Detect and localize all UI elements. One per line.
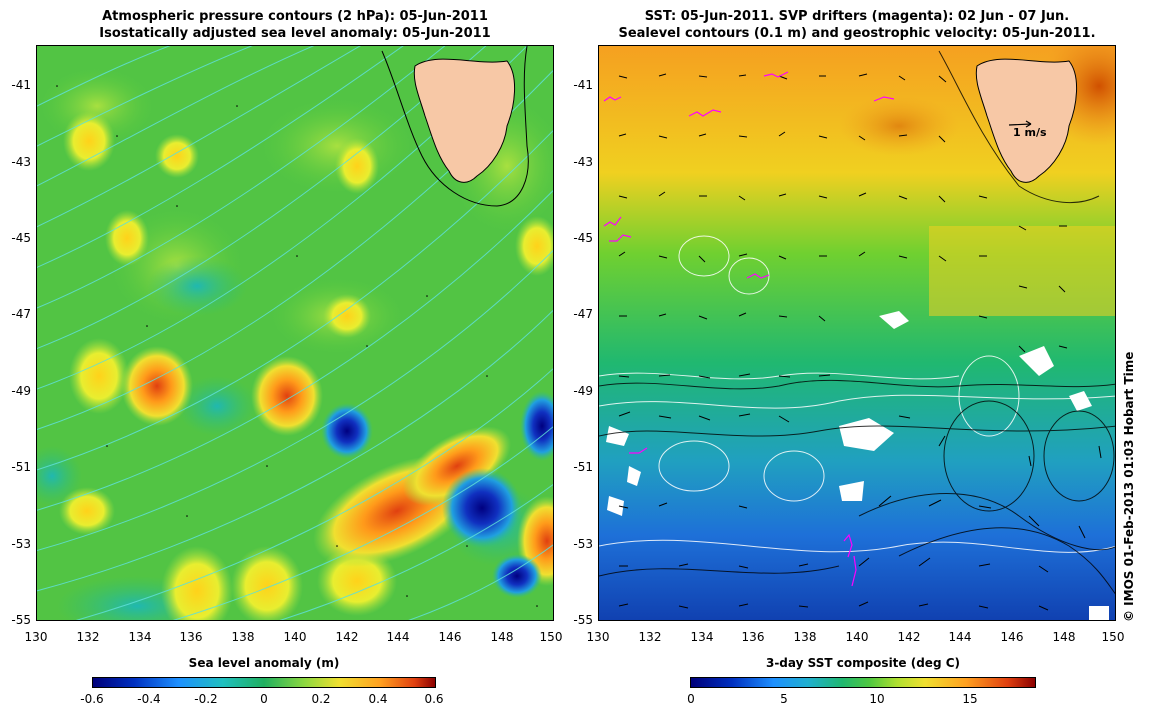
- left-x-tick: 140: [283, 630, 307, 644]
- right-x-tick: 130: [586, 630, 610, 644]
- left-x-tick: 130: [24, 630, 48, 644]
- left-y-tick: -45: [11, 231, 31, 245]
- right-title-line1: SST: 05-Jun-2011. SVP drifters (magenta)…: [644, 9, 1070, 24]
- left-x-tick: 134: [128, 630, 152, 644]
- left-y-tick: -41: [11, 78, 31, 92]
- left-y-tick: -49: [11, 384, 31, 398]
- right-y-tick: -53: [573, 537, 593, 551]
- right-x-tick: 148: [1052, 630, 1076, 644]
- right-x-tick: 132: [638, 630, 662, 644]
- left-colorbar-tick: -0.2: [194, 692, 218, 706]
- velocity-reference-label: 1 m/s: [1013, 126, 1047, 139]
- right-colorbar-tick: 0: [687, 692, 695, 706]
- right-title: SST: 05-Jun-2011. SVP drifters (magenta)…: [598, 8, 1116, 42]
- right-colorbar-tick: 10: [869, 692, 885, 706]
- left-colorbar-tick: 0: [260, 692, 268, 706]
- right-y-tick: -47: [573, 307, 593, 321]
- left-x-tick: 136: [179, 630, 203, 644]
- right-x-tick: 144: [948, 630, 972, 644]
- right-x-tick: 134: [690, 630, 714, 644]
- sst-field: [599, 46, 1115, 620]
- svp-drifter-tracks[interactable]: [603, 71, 895, 587]
- left-colorbar-tick: 0.6: [424, 692, 444, 706]
- left-title-line2: Isostatically adjusted sea level anomaly…: [99, 26, 491, 41]
- right-x-tick: 150: [1101, 630, 1125, 644]
- right-colorbar-title: 3-day SST composite (deg C): [765, 656, 961, 670]
- left-title-line1: Atmospheric pressure contours (2 hPa): 0…: [102, 9, 488, 24]
- left-colorbar-tick: -0.6: [80, 692, 104, 706]
- left-x-tick: 142: [335, 630, 359, 644]
- right-x-tick: 136: [741, 630, 765, 644]
- left-x-tick: 148: [490, 630, 514, 644]
- right-colorbar-tick: 15: [962, 692, 978, 706]
- right-y-tick: -49: [573, 384, 593, 398]
- left-colorbar-title: Sea level anomaly (m): [188, 656, 340, 670]
- left-y-tick: -43: [11, 155, 31, 169]
- left-y-tick: -55: [11, 613, 31, 627]
- left-colorbar-tick: 0.2: [311, 692, 331, 706]
- right-y-tick: -55: [573, 613, 593, 627]
- left-title: Atmospheric pressure contours (2 hPa): 0…: [36, 8, 554, 42]
- copyright-notice: © IMOS 01-Feb-2013 01:03 Hobart Time: [1122, 351, 1136, 622]
- sea-level-anomaly-map[interactable]: [36, 45, 554, 621]
- right-y-tick: -43: [573, 155, 593, 169]
- left-x-tick: 132: [76, 630, 100, 644]
- velocity-reference-arrow: [1008, 123, 1032, 126]
- data-dots: [56, 85, 538, 607]
- left-x-tick: 146: [438, 630, 462, 644]
- left-y-tick: -51: [11, 460, 31, 474]
- left-colorbar-tick: -0.4: [137, 692, 161, 706]
- sst-map[interactable]: 1 m/s: [598, 45, 1116, 621]
- geostrophic-velocity-arrows: [618, 73, 1102, 611]
- right-colorbar-tick: 5: [780, 692, 788, 706]
- right-y-tick: -41: [573, 78, 593, 92]
- sst-colorbar: [690, 677, 1036, 688]
- right-y-tick: -51: [573, 460, 593, 474]
- right-x-tick: 146: [1000, 630, 1024, 644]
- right-x-tick: 142: [897, 630, 921, 644]
- left-x-tick: 144: [386, 630, 410, 644]
- right-x-tick: 140: [845, 630, 869, 644]
- left-y-tick: -53: [11, 537, 31, 551]
- left-colorbar-tick: 0.4: [368, 692, 388, 706]
- sea-level-anomaly-field: [37, 46, 553, 620]
- left-y-tick: -47: [11, 307, 31, 321]
- left-x-tick: 150: [539, 630, 563, 644]
- left-x-tick: 138: [231, 630, 255, 644]
- right-y-tick: -45: [573, 231, 593, 245]
- right-title-line2: Sealevel contours (0.1 m) and geostrophi…: [618, 26, 1096, 41]
- right-x-tick: 138: [793, 630, 817, 644]
- sea-level-colorbar: [92, 677, 436, 688]
